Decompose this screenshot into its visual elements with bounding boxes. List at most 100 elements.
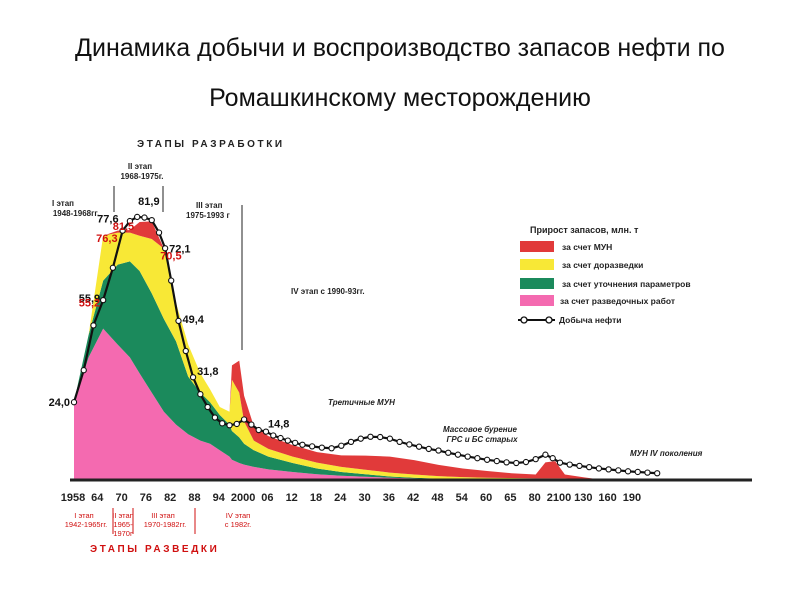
production-point (126, 217, 134, 225)
production-point (576, 462, 583, 470)
production-point (556, 459, 564, 466)
x-tick-label: 60 (480, 492, 492, 504)
tertiary-mun-label: Третичные МУН (328, 398, 395, 407)
dev-stage4-label: IV этап с 1990-93гг. (291, 287, 365, 296)
point-value-label: 77,6 (97, 214, 118, 226)
legend: Прирост запасов, млн. т за счет МУН за с… (518, 225, 691, 325)
exploration-stage3-years: 1970-1982гг. (144, 520, 187, 529)
exploration-stage1-years: 1942-1965гг. (65, 520, 108, 529)
production-point (595, 465, 603, 472)
production-point (615, 467, 622, 474)
reserve-areas (74, 221, 597, 479)
production-point (513, 459, 520, 467)
production-point (415, 443, 423, 450)
production-point (161, 245, 169, 252)
production-point (119, 227, 126, 234)
production-point (284, 437, 291, 444)
exploration-stage2-years-a: 1965- (113, 520, 133, 529)
production-point (454, 451, 462, 458)
x-tick-label: 82 (164, 492, 176, 504)
legend-swatch-mun (520, 241, 554, 252)
production-point (644, 469, 651, 476)
x-tick-label: 42 (407, 492, 419, 504)
mun4-label: МУН IV поколения (630, 449, 703, 458)
production-point (549, 455, 556, 462)
legend-label-production: Добыча нефти (559, 315, 621, 325)
legend-marker-production-1 (520, 316, 528, 324)
production-point (406, 441, 413, 448)
production-point (493, 457, 500, 465)
production-point (255, 426, 262, 434)
production-point (328, 445, 335, 452)
dev-stage3-name: III этап (196, 201, 223, 210)
area-series-2 (74, 232, 597, 479)
production-point (248, 421, 255, 428)
mass-drilling-label-1: Массовое бурение (443, 425, 517, 434)
point-value-label: 55,2 (79, 297, 100, 309)
production-point (175, 317, 182, 325)
point-value-label: 70,5 (160, 250, 181, 262)
mass-drilling-label-2: ГРС и БС старых (446, 435, 518, 444)
x-tick-label: 12 (286, 492, 298, 504)
production-point (291, 439, 299, 446)
x-tick-label: 54 (456, 492, 469, 504)
point-value-label: 49,4 (182, 314, 204, 326)
x-tick-label: 2100 (547, 492, 571, 504)
production-point (367, 433, 374, 440)
production-point (90, 322, 97, 329)
x-tick-label: 48 (431, 492, 443, 504)
legend-swatch-exploration-works (520, 295, 554, 306)
production-line-group (70, 213, 661, 477)
production-point (262, 428, 270, 435)
production-point (566, 461, 573, 468)
dev-stage2-years: 1968-1975г. (120, 172, 163, 181)
production-point (299, 441, 306, 448)
x-tick-label: 94 (213, 492, 226, 504)
production-point (277, 434, 284, 442)
legend-title: Прирост запасов, млн. т (530, 225, 639, 235)
legend-label-mun: за счет МУН (562, 242, 612, 252)
x-tick-label: 88 (188, 492, 200, 504)
production-point (233, 420, 240, 428)
production-point (425, 445, 432, 453)
point-value-label: 14,8 (268, 419, 289, 431)
exploration-stages: I этап 1942-1965гг. II этап 1965- 1970г … (65, 508, 251, 555)
production-point (522, 458, 530, 466)
dev-stage1-name: I этап (52, 199, 74, 208)
dev-stage2-name: II этап (128, 162, 152, 171)
production-point (204, 403, 211, 411)
production-point (634, 468, 641, 476)
point-value-label: 81,5 (113, 221, 134, 233)
production-point (464, 453, 471, 460)
exploration-stage2-name: II этап (112, 511, 134, 520)
legend-swatch-additional-exploration (520, 259, 554, 270)
legend-label-exploration-works: за счет разведочных работ (560, 296, 675, 306)
x-tick-label: 36 (383, 492, 395, 504)
page-title-line2: Ромашкинскому месторождению (209, 84, 591, 112)
production-point (318, 444, 326, 451)
exploration-stage4-years: с 1982г. (225, 520, 251, 529)
production-point (240, 416, 248, 423)
production-point (100, 296, 107, 304)
x-tick-label: 30 (358, 492, 370, 504)
x-tick-label: 24 (334, 492, 347, 504)
x-tick-label: 190 (623, 492, 641, 504)
production-point (377, 433, 384, 441)
production-point (542, 451, 549, 458)
x-tick-label: 64 (91, 492, 104, 504)
production-point (197, 391, 204, 398)
production-point (654, 470, 661, 477)
legend-label-parameter-refinement: за счет уточнения параметров (562, 279, 691, 289)
page-title-line1: Динамика добычи и воспроизводство запасо… (75, 34, 725, 62)
production-point (148, 216, 155, 224)
production-point (80, 367, 87, 374)
production-point (586, 464, 593, 471)
point-value-label: 76,3 (96, 233, 117, 245)
production-point (474, 455, 481, 462)
production-point (532, 456, 539, 463)
exploration-stages-title: ЭТАПЫ РАЗВЕДКИ (90, 544, 219, 555)
x-tick-label: 160 (598, 492, 616, 504)
production-point (226, 422, 233, 429)
area-series-0 (74, 328, 597, 479)
